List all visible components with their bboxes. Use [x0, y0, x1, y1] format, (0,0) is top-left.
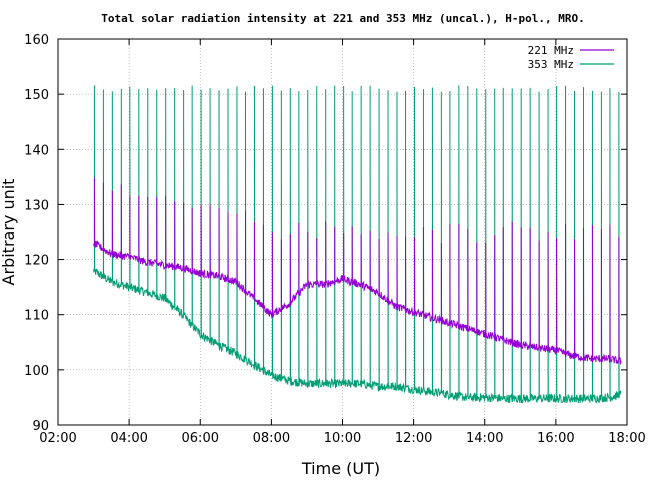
legend-label-353: 353 MHz	[528, 58, 574, 71]
x-tick-label: 18:00	[608, 431, 645, 446]
y-tick-label: 130	[24, 198, 49, 213]
series-layer	[93, 85, 622, 404]
x-axis-label: Time (UT)	[301, 459, 380, 478]
y-tick-label: 120	[24, 254, 49, 269]
legend-label-221: 221 MHz	[528, 44, 574, 57]
y-tick-label: 90	[32, 419, 49, 434]
x-tick-label: 08:00	[253, 431, 290, 446]
chart-title: Total solar radiation intensity at 221 a…	[101, 12, 584, 25]
y-tick-label: 100	[24, 364, 49, 379]
x-tick-label: 12:00	[395, 431, 432, 446]
grid	[58, 39, 627, 425]
x-tick-label: 06:00	[182, 431, 219, 446]
axis-ticks: 02:00 04:00 06:00 08:00 10:00 12:00 14:00 16:00…	[24, 33, 646, 446]
y-tick-label: 110	[24, 309, 49, 324]
x-tick-label: 14:00	[466, 431, 503, 446]
series-221mhz	[93, 177, 622, 365]
y-tick-label: 140	[24, 143, 49, 158]
y-tick-label: 150	[24, 88, 49, 103]
legend: 221 MHz 353 MHz	[528, 44, 614, 71]
x-tick-label: 04:00	[110, 431, 147, 446]
x-tick-label: 02:00	[39, 431, 76, 446]
series-353mhz	[93, 85, 622, 404]
y-axis-label: Arbitrary unit	[0, 179, 18, 286]
y-tick-label: 160	[24, 33, 49, 48]
x-tick-label: 10:00	[324, 431, 361, 446]
x-tick-label: 16:00	[537, 431, 574, 446]
